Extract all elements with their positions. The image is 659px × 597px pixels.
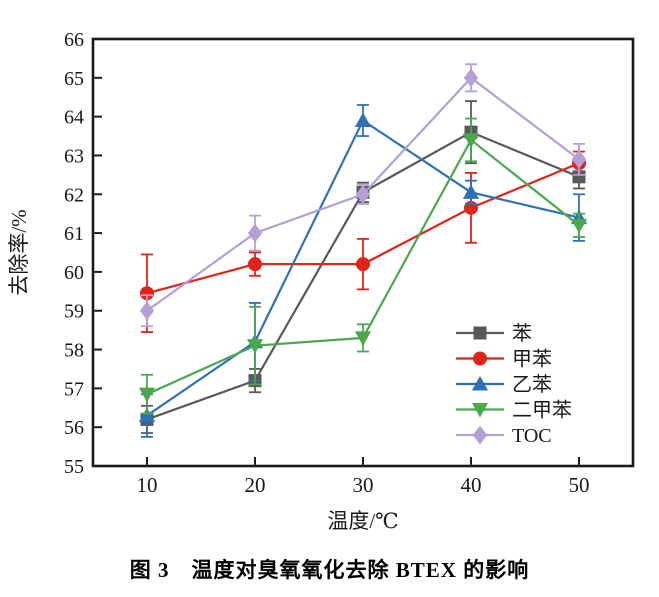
marker-triangle-down [138,387,156,403]
y-axis-title: 去除率/% [7,209,31,295]
marker-diamond [463,68,479,88]
y-tick-label: 55 [64,456,84,478]
y-tick-label: 64 [64,107,84,129]
marker-diamond [571,149,587,169]
x-axis-title: 温度/℃ [327,509,398,533]
marker-triangle-down [570,218,588,234]
legend-label: 苯 [512,322,532,345]
y-tick-label: 63 [64,145,84,167]
y-tick-label: 58 [64,340,84,362]
y-tick-label: 57 [64,378,84,400]
marker-square [473,326,487,340]
x-tick-label: 30 [353,473,374,497]
marker-triangle-down [246,339,264,354]
y-tick-label: 66 [64,29,84,51]
marker-circle [356,257,370,272]
x-tick-label: 10 [137,473,158,497]
marker-square [572,170,586,184]
series-二甲苯 [138,117,588,415]
chart-canvas: 55 56 57 58 59 60 61 62 63 64 65 66 10 20 30 40 50 温度/℃ 去除… [7,29,635,533]
marker-diamond [139,301,155,321]
legend-item-甲苯: 甲苯 [456,348,552,371]
marker-diamond [355,184,371,204]
marker-triangle-up [354,112,372,128]
y-tick-label: 65 [64,68,84,90]
marker-circle [473,351,487,366]
y-tick-label: 59 [64,301,84,323]
marker-triangle-up [471,375,489,391]
x-tick-label: 40 [461,473,482,497]
legend-item-苯: 苯 [456,322,532,345]
x-tick-label: 20 [245,473,266,497]
marker-triangle-down [354,331,372,346]
marker-triangle-up [138,407,156,423]
marker-triangle-down [471,403,489,418]
y-tick-label: 60 [64,262,84,284]
legend-item-二甲苯: 二甲苯 [456,399,572,422]
legend-item-TOC: TOC [456,425,552,447]
legend-label: TOC [512,425,552,447]
legend-item-乙苯: 乙苯 [456,373,552,396]
marker-circle [248,257,262,272]
marker-diamond [472,425,488,445]
legend-label: 乙苯 [512,373,552,396]
legend-label: 二甲苯 [512,399,572,422]
legend-label: 甲苯 [512,348,552,371]
axes: 55 56 57 58 59 60 61 62 63 64 65 66 10 20 30 40 50 [64,29,590,497]
series-TOC [139,63,587,328]
y-tick-label: 56 [64,417,84,439]
marker-triangle-up [462,184,480,199]
plot-frame [91,37,635,468]
x-tick-label: 50 [569,473,590,497]
figure-caption: 图 3 温度对臭氧氧化去除 BTEX 的影响 [129,558,530,582]
marker-triangle-down [462,133,480,148]
y-tick-label: 61 [64,223,84,245]
marker-diamond [247,223,263,243]
marker-circle [140,286,154,301]
y-tick-label: 62 [64,184,84,206]
